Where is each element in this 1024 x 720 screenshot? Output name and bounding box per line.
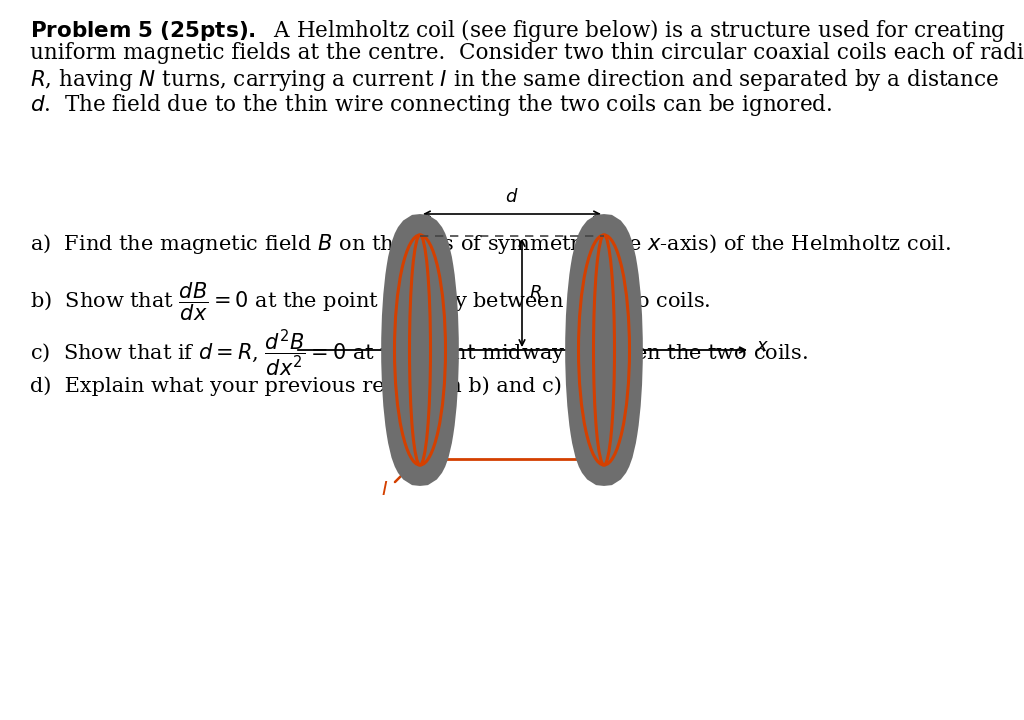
Text: $d$.  The field due to the thin wire connecting the two coils can be ignored.: $d$. The field due to the thin wire conn… [30,92,833,118]
Text: $R$: $R$ [529,284,542,302]
Text: d)  Explain what your previous results in b) and c) mean.: d) Explain what your previous results in… [30,376,634,396]
Text: uniform magnetic fields at the centre.  Consider two thin circular coaxial coils: uniform magnetic fields at the centre. C… [30,42,1024,64]
Text: b)  Show that $\dfrac{dB}{dx} = 0$ at the point midway between the two coils.: b) Show that $\dfrac{dB}{dx} = 0$ at the… [30,280,711,323]
Text: $\mathbf{Problem\ 5\ (25pts).}$  A Helmholtz coil (see figure below) is a struct: $\mathbf{Problem\ 5\ (25pts).}$ A Helmho… [30,17,1007,44]
Text: c)  Show that if $d = R$, $\dfrac{d^2B}{dx^2} = 0$ at the point midway between t: c) Show that if $d = R$, $\dfrac{d^2B}{d… [30,328,808,379]
Text: $x$: $x$ [756,337,769,355]
Text: $I$: $I$ [381,481,389,499]
Text: a)  Find the magnetic field $B$ on the axis of symmetry (the $x$-axis) of the He: a) Find the magnetic field $B$ on the ax… [30,232,951,256]
Text: $d$: $d$ [505,188,519,206]
Text: $R$, having $N$ turns, carrying a current $I$ in the same direction and separate: $R$, having $N$ turns, carrying a curren… [30,67,999,93]
